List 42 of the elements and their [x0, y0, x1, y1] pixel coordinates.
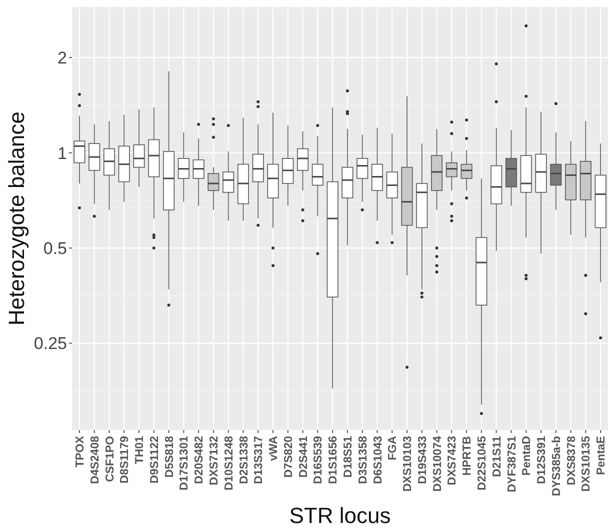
x-tick-label: D19S433: [416, 436, 429, 484]
x-tick-label: PentaE: [596, 436, 608, 475]
x-tick-label: D2S1338: [238, 435, 250, 484]
x-tick-label: D8S1179: [119, 436, 132, 484]
x-axis-title: STR locus: [289, 503, 391, 528]
y-axis-title: Heterozygote balance: [4, 111, 29, 326]
x-tick-label: vWA: [268, 436, 280, 461]
x-tick-label: D2S441: [298, 435, 310, 478]
x-tick-label: TPOX: [74, 436, 86, 468]
x-tick-label: DYF387S1: [506, 435, 518, 492]
x-tick-label: DYS385a-b: [550, 436, 563, 496]
x-tick-label: DXS7423: [446, 436, 459, 486]
x-tick-label: D7S820: [282, 436, 295, 478]
y-tick-label: 1: [58, 144, 67, 163]
x-tick-label: CSF1PO: [104, 436, 116, 482]
y-tick-label: 2: [58, 48, 67, 68]
x-tick-label: FGA: [387, 436, 400, 460]
x-tick-label: D4S2408: [89, 435, 102, 484]
x-tick-label: D3S1358: [357, 435, 370, 484]
x-tick-label: D6S1043: [372, 436, 384, 484]
x-tick-label: D12S391: [536, 435, 548, 484]
x-tick-label: D18S51: [342, 435, 354, 478]
x-tick-label: DXS7132: [208, 436, 220, 486]
x-tick-label: D21S11: [491, 435, 504, 477]
x-tick-label: D22S1045: [476, 435, 488, 490]
x-tick-label: D9S1122: [148, 436, 161, 484]
x-tick-label: PentaD: [521, 436, 534, 476]
x-tick-label: DXS10135: [580, 435, 593, 492]
x-tick-label: DXS8378: [566, 435, 578, 486]
x-tick-label: DXS10074: [432, 435, 444, 492]
x-tick-label: DXS10103: [402, 436, 414, 492]
y-tick-label: 0.5: [43, 239, 67, 258]
x-tick-label: D1S1656: [328, 436, 340, 484]
x-tick-label: D20S482: [194, 436, 206, 484]
x-tick-label: TH01: [134, 435, 146, 464]
x-tick-label: HPRTB: [462, 436, 474, 476]
x-tick-label: D5S818: [164, 435, 176, 478]
x-tick-label: D16S539: [312, 436, 325, 484]
x-tick-label: D13S317: [253, 436, 266, 484]
x-tick-label: D10S1248: [223, 435, 236, 490]
x-tick-label: D17S1301: [178, 435, 191, 490]
y-tick-label: 0.25: [34, 334, 67, 354]
